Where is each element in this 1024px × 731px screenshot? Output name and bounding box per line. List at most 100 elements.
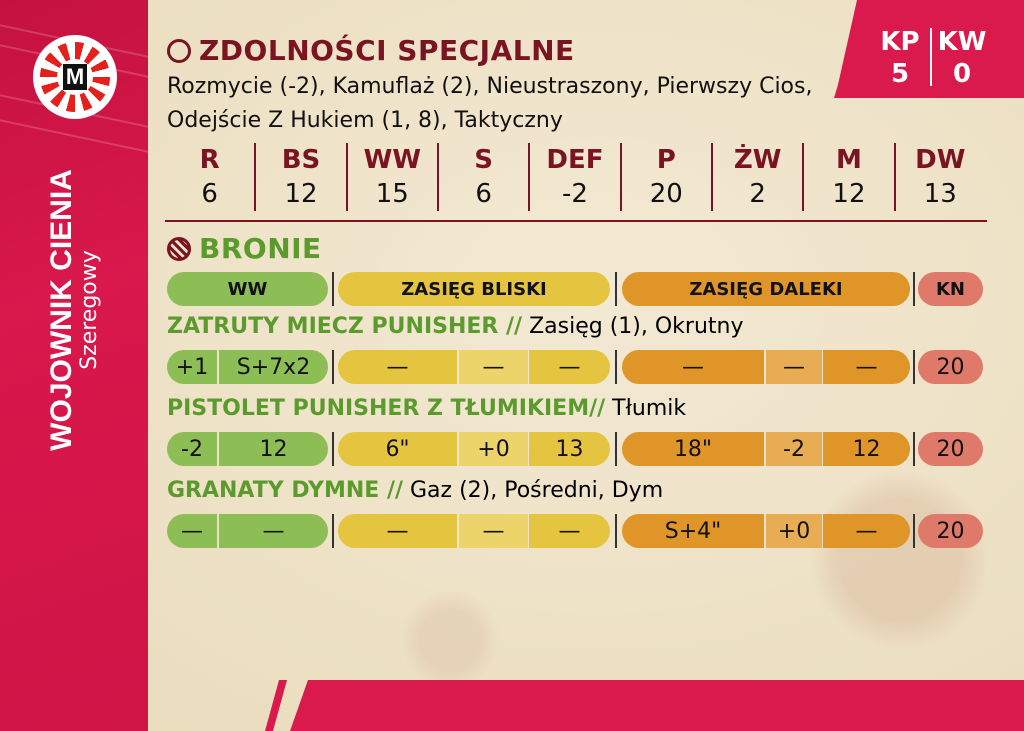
divider: [165, 220, 987, 222]
points-values: KP 5 KW 0: [870, 26, 992, 90]
weapon-far-value: +0: [766, 514, 822, 548]
weapon-close-value: +0: [459, 432, 528, 466]
weapon-close-value: —: [459, 350, 528, 384]
stat-label: DEF: [546, 145, 604, 175]
weapon-ww-value: 12: [219, 432, 328, 466]
weapon-ww-value: S+7x2: [219, 350, 328, 384]
stat-value: 6: [201, 179, 218, 209]
separator: //: [379, 478, 404, 503]
bottom-stripe: [265, 680, 287, 731]
stat-label: ŻW: [733, 145, 782, 175]
points-panel: [834, 0, 1024, 98]
weapon-name: ZATRUTY MIECZ PUNISHER: [167, 314, 499, 339]
kp-label: KP: [880, 27, 920, 57]
stat-ww: WW 15: [345, 143, 437, 211]
column-divider: [615, 272, 617, 306]
weapon-traits: Zasięg (1), Okrutny: [522, 314, 744, 339]
weapon-traits: Gaz (2), Pośredni, Dym: [403, 478, 664, 503]
weapon-ww-value: —: [219, 514, 328, 548]
stat-label: S: [474, 145, 494, 175]
person-icon: [167, 38, 191, 63]
weapon-close-value: —: [338, 514, 457, 548]
stat-value: 12: [832, 179, 866, 209]
column-divider: [332, 350, 334, 384]
weapon-name: GRANATY DYMNE: [167, 478, 380, 503]
weapon-close-value: 13: [529, 432, 610, 466]
stat-value: 12: [284, 179, 318, 209]
stat-label: P: [656, 145, 676, 175]
header-far-range: ZASIĘG DALEKI: [622, 272, 910, 306]
stat-value: -2: [562, 179, 588, 209]
stat-value: 6: [475, 179, 492, 209]
stat-label: DW: [915, 145, 966, 175]
weapon-kn-value: 20: [918, 350, 983, 384]
column-divider: [913, 350, 915, 384]
unit-name: WOJOWNIK CIENIA: [45, 169, 78, 451]
kw-label: KW: [937, 27, 987, 57]
separator: //: [589, 396, 606, 421]
column-divider: [332, 432, 334, 466]
weapon-far-value: —: [622, 350, 764, 384]
stat-label: WW: [363, 145, 421, 175]
column-divider: [615, 350, 617, 384]
weapon-name-line: GRANATY DYMNE // Gaz (2), Pośredni, Dym: [167, 478, 663, 503]
weapons-heading: BRONIE: [167, 232, 322, 265]
column-divider: [332, 514, 334, 548]
column-divider: [615, 432, 617, 466]
stat-def: DEF -2: [528, 143, 619, 211]
stat-label: BS: [281, 145, 321, 175]
column-divider: [332, 272, 334, 306]
weapon-close-value: 6": [338, 432, 457, 466]
weapon-far-value: —: [823, 350, 910, 384]
stat-label: M: [836, 145, 862, 175]
stat-value: 15: [375, 179, 409, 209]
divider: [930, 28, 932, 86]
weapon-ww-value: +1: [167, 350, 217, 384]
stat-line: R 6 BS 12 WW 15 S 6 DEF -2 P 20 ŻW 2 M 12 DW 13: [165, 143, 985, 211]
stat-m: M 12: [802, 143, 893, 211]
separator: //: [498, 314, 523, 339]
stat-p: P 20: [619, 143, 711, 211]
kw-value: 0: [952, 59, 972, 89]
weapon-traits: Tłumik: [605, 396, 687, 421]
column-divider: [913, 514, 915, 548]
weapon-ww-value: -2: [167, 432, 217, 466]
weapon-name-line: PISTOLET PUNISHER Z TŁUMIKIEM// Tłumik: [167, 396, 686, 421]
unit-sidebar: M WOJOWNIK CIENIA Szeregowy: [0, 0, 148, 731]
stat-label: R: [199, 145, 220, 175]
stat-żw: ŻW 2: [710, 143, 802, 211]
weapon-kn-value: 20: [918, 432, 983, 466]
stat-value: 13: [923, 179, 957, 209]
crosshair-icon: [167, 236, 191, 261]
column-divider: [913, 272, 915, 306]
abilities-heading: ZDOLNOŚCI SPECJALNE: [167, 34, 575, 67]
weapon-far-value: —: [766, 350, 822, 384]
weapon-close-value: —: [529, 350, 610, 384]
header-close-range: ZASIĘG BLISKI: [338, 272, 610, 306]
weapon-kn-value: 20: [918, 514, 983, 548]
bottom-band: [290, 680, 1024, 731]
weapon-close-value: —: [529, 514, 610, 548]
unit-name-block: WOJOWNIK CIENIA Szeregowy: [45, 169, 102, 451]
kp-value: 5: [890, 59, 910, 89]
stat-dw: DW 13: [893, 143, 985, 211]
weapon-name: PISTOLET PUNISHER Z TŁUMIKIEM: [167, 396, 590, 421]
abilities-text: Rozmycie (-2), Kamuflaż (2), Nieustraszo…: [167, 74, 813, 133]
weapon-close-value: —: [338, 350, 457, 384]
weapon-far-value: 18": [622, 432, 764, 466]
weapon-far-value: —: [823, 514, 910, 548]
header-ww: WW: [167, 272, 328, 306]
weapon-far-value: S+4": [622, 514, 764, 548]
weapon-far-value: 12: [823, 432, 910, 466]
stat-bs: BS 12: [254, 143, 345, 211]
weapon-name-line: ZATRUTY MIECZ PUNISHER // Zasięg (1), Ok…: [167, 314, 744, 339]
weapon-ww-value: —: [167, 514, 217, 548]
stat-value: 20: [649, 179, 683, 209]
column-divider: [913, 432, 915, 466]
column-divider: [615, 514, 617, 548]
weapon-far-value: -2: [766, 432, 822, 466]
faction-logo: M: [33, 35, 117, 119]
weapon-close-value: —: [459, 514, 528, 548]
